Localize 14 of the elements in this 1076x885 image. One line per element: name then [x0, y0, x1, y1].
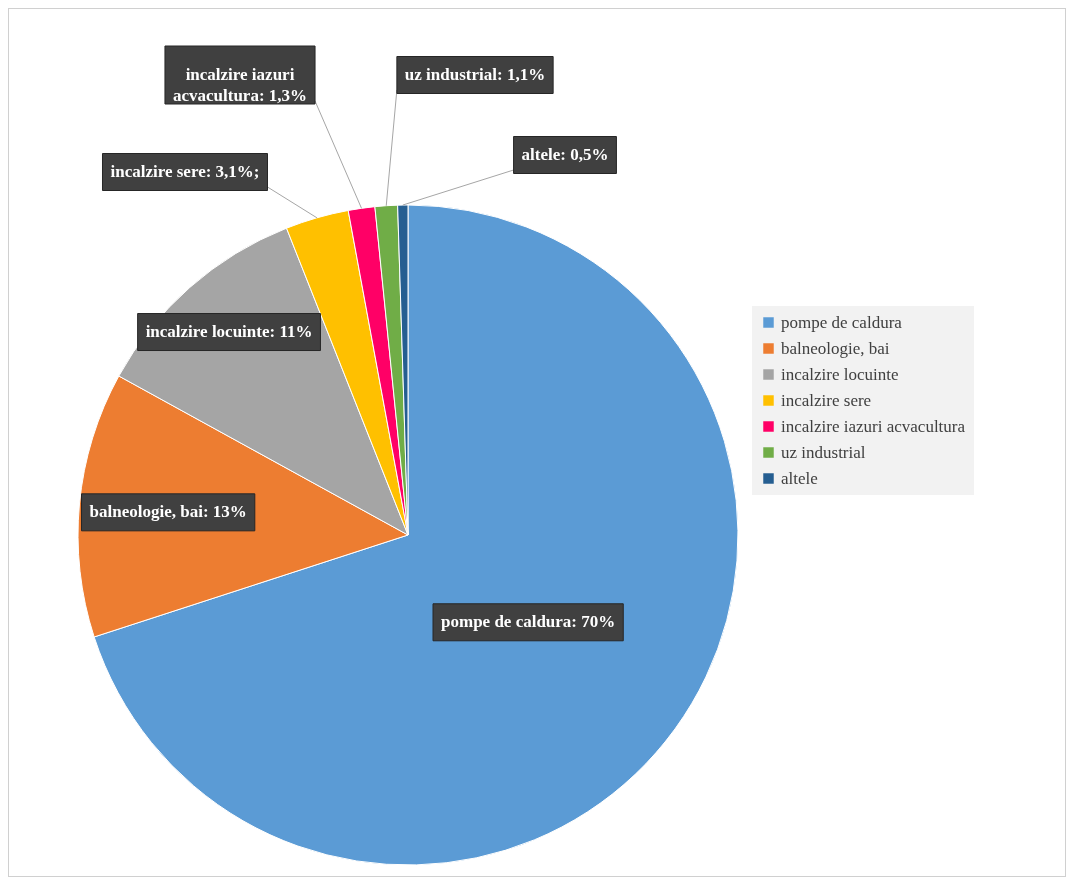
data-label: altele: 0,5% [521, 145, 609, 164]
data-label: incalzire locuinte: 11% [145, 322, 313, 342]
legend-label: incalzire locuinte [781, 364, 899, 384]
legend-label: incalzire sere [781, 390, 872, 410]
data-label: incalzire iazuri acvacultura: 1,3% [172, 65, 308, 105]
legend-label: uz industrial [781, 442, 866, 462]
data-label: uz industrial: 1,1% [404, 65, 546, 84]
legend-label: balneologie, bai [781, 338, 890, 358]
data-label: pompe de caldura: 70% [441, 612, 616, 632]
data-label: incalzire sere: 3,1%; [110, 162, 260, 181]
legend-label: incalzire iazuri acvacultura [781, 416, 966, 436]
legend-label: pompe de caldura [781, 312, 903, 332]
legend-label: altele [781, 468, 818, 488]
data-label: balneologie, bai: 13% [89, 502, 247, 522]
